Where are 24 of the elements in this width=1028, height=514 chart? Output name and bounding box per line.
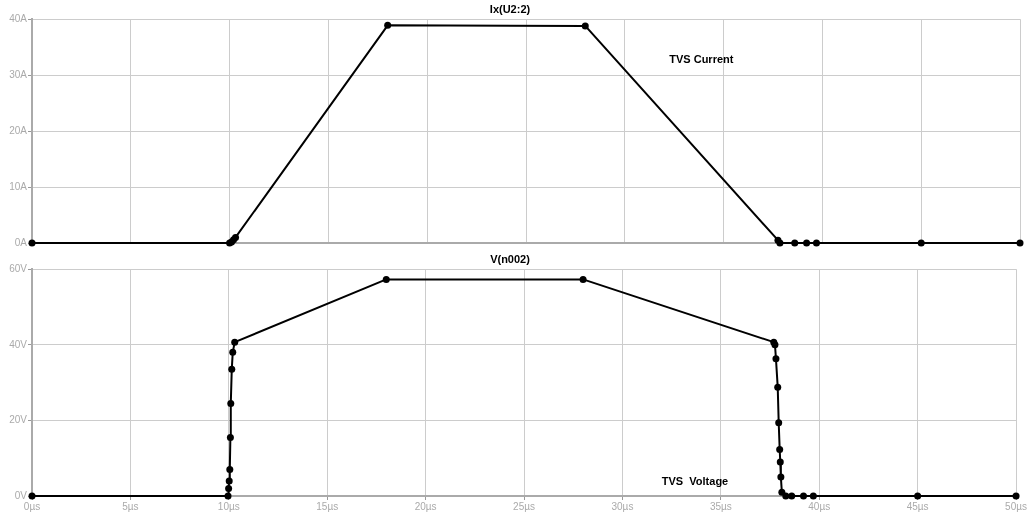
chart-title: Ix(U2:2) xyxy=(489,2,531,15)
y-tick-label: 40V xyxy=(9,338,28,350)
x-tick-label: 30µs xyxy=(611,500,634,512)
x-tick-label: 10µs xyxy=(217,500,240,512)
x-tick-label: 0µs xyxy=(23,500,41,512)
x-tick-label: 5µs xyxy=(122,500,139,512)
y-tick-label: 0V xyxy=(14,489,28,501)
y-tick-label: 40A xyxy=(9,12,28,24)
y-tick-label: 20A xyxy=(9,124,28,136)
annotation: TVS Current xyxy=(669,52,734,65)
x-tick-label: 25µs xyxy=(513,500,535,512)
y-tick-label: 0A xyxy=(14,236,28,248)
y-tick-label: 60V xyxy=(9,262,28,274)
y-tick-label: 10A xyxy=(9,180,28,192)
y-tick-label: 30A xyxy=(9,68,28,80)
chart-title: V(n002) xyxy=(490,252,531,265)
x-tick-label: 50µs xyxy=(1005,500,1027,512)
x-tick-label: 45µs xyxy=(906,500,929,512)
x-tick-label: 15µs xyxy=(316,500,339,512)
x-tick-label: 20µs xyxy=(414,500,437,512)
y-tick-label: 20V xyxy=(9,414,28,426)
x-tick-label: 40µs xyxy=(808,500,831,512)
x-tick-label: 35µs xyxy=(709,500,732,512)
annotation: TVS Voltage xyxy=(661,475,729,488)
